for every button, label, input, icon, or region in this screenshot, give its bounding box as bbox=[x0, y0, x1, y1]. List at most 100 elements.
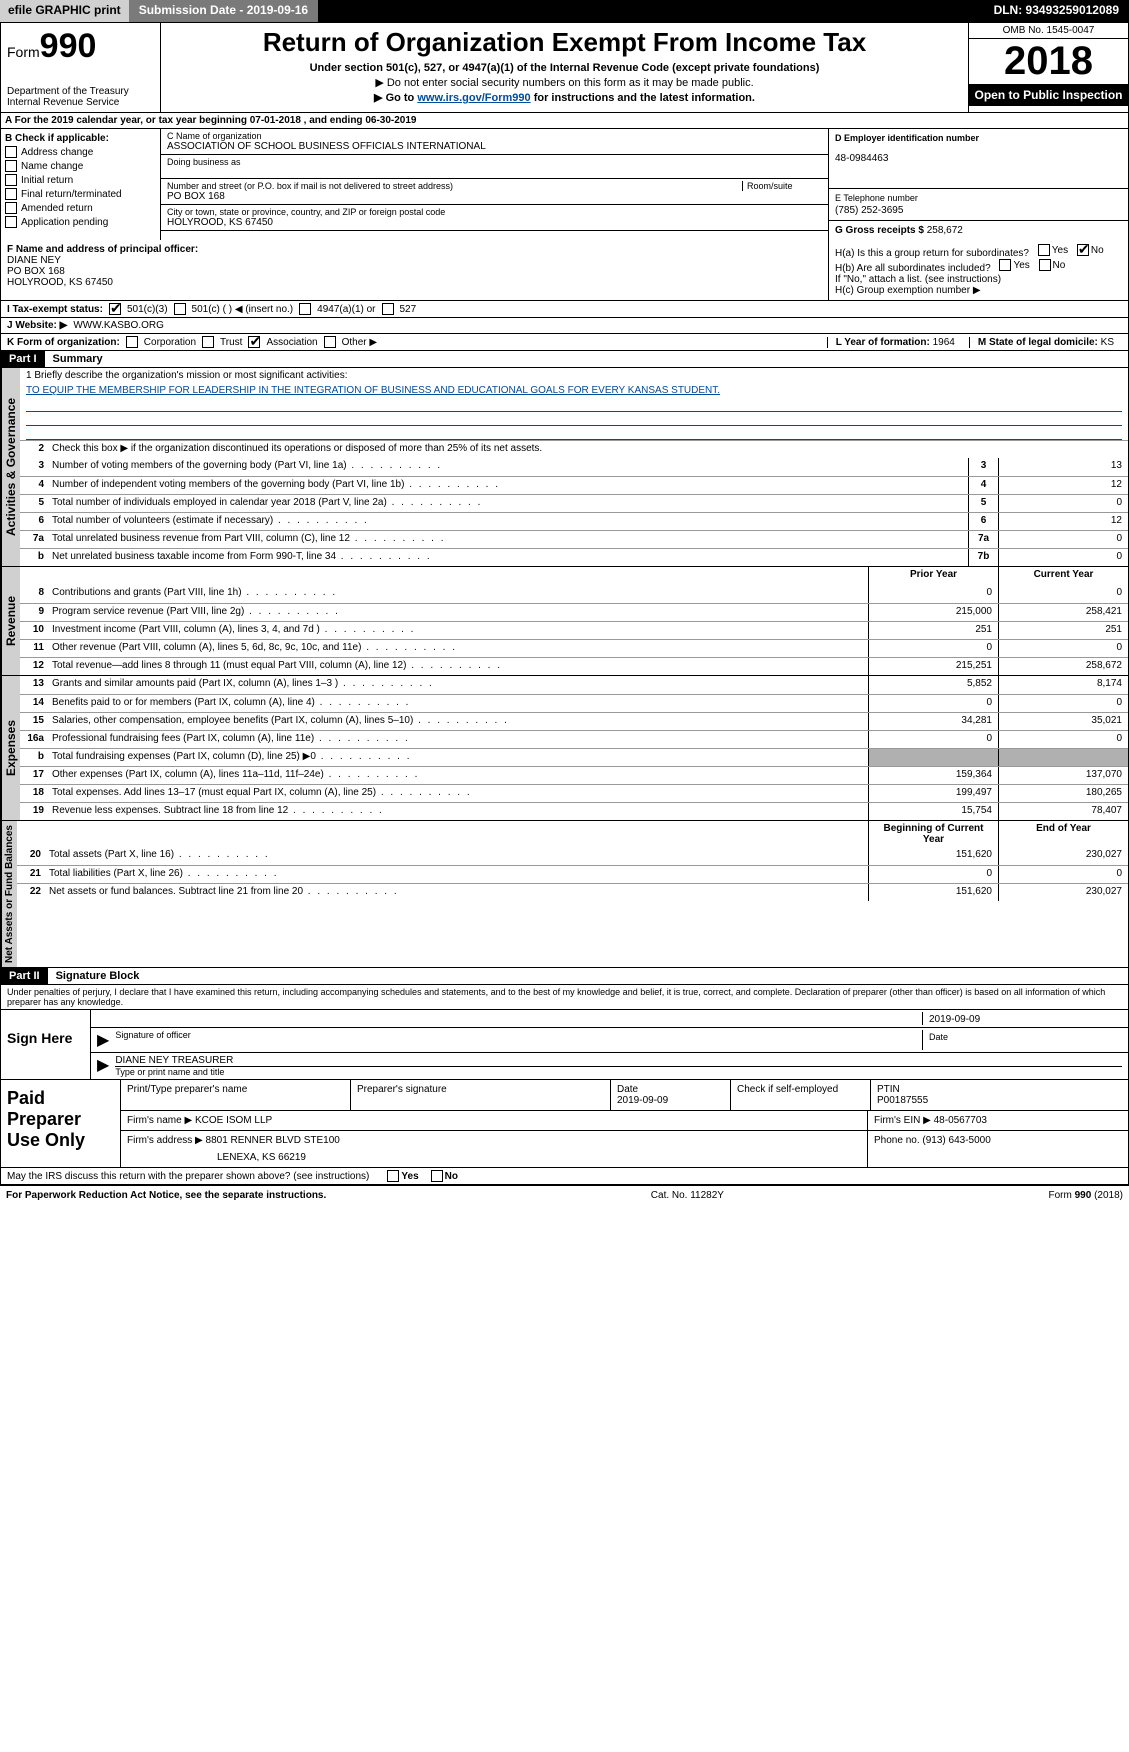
beg-year-hdr: Beginning of Current Year bbox=[868, 821, 998, 847]
checkbox-icon[interactable] bbox=[1039, 259, 1051, 271]
chk-initial: Initial return bbox=[5, 174, 156, 186]
table-row: 19 Revenue less expenses. Subtract line … bbox=[20, 802, 1128, 820]
sign-date-row: 2019-09-09 bbox=[91, 1010, 1128, 1028]
checkbox-icon[interactable] bbox=[5, 202, 17, 214]
table-row: 15 Salaries, other compensation, employe… bbox=[20, 712, 1128, 730]
subtitle-1: Under section 501(c), 527, or 4947(a)(1)… bbox=[167, 62, 962, 74]
sign-date: 2019-09-09 bbox=[922, 1012, 1122, 1025]
officer-name: DIANE NEY bbox=[7, 255, 822, 266]
main-block: B Check if applicable: Address change Na… bbox=[0, 129, 1129, 240]
form-title: Return of Organization Exempt From Incom… bbox=[167, 27, 962, 58]
form-prefix: Form bbox=[7, 44, 40, 60]
checkbox-icon[interactable] bbox=[5, 188, 17, 200]
line2-desc: Check this box ▶ if the organization dis… bbox=[48, 441, 1128, 458]
addr-val: PO BOX 168 bbox=[167, 191, 822, 202]
part1-title: Summary bbox=[45, 351, 111, 367]
footer-right: Form 990 (2018) bbox=[1049, 1190, 1123, 1201]
h-a: H(a) Is this a group return for subordin… bbox=[835, 244, 1122, 259]
table-row: 14 Benefits paid to or for members (Part… bbox=[20, 694, 1128, 712]
i-label: I Tax-exempt status: bbox=[7, 304, 103, 315]
revenue-label: Revenue bbox=[1, 567, 20, 675]
j-label: J Website: ▶ bbox=[7, 320, 67, 331]
room-label: Room/suite bbox=[742, 181, 822, 191]
top-bar: efile GRAPHIC print Submission Date - 20… bbox=[0, 0, 1129, 22]
addr-cell: Number and street (or P.O. box if mail i… bbox=[161, 179, 828, 205]
perjury-text: Under penalties of perjury, I declare th… bbox=[0, 985, 1129, 1010]
table-row: 22 Net assets or fund balances. Subtract… bbox=[17, 883, 1128, 901]
expenses-section: Expenses 13 Grants and similar amounts p… bbox=[0, 676, 1129, 821]
checkbox-icon[interactable] bbox=[248, 336, 260, 348]
f-h-block: F Name and address of principal officer:… bbox=[0, 240, 1129, 301]
checkbox-icon[interactable] bbox=[431, 1170, 443, 1182]
checkbox-icon[interactable] bbox=[5, 160, 17, 172]
paid-label: Paid Preparer Use Only bbox=[1, 1080, 121, 1167]
officer-city: HOLYROOD, KS 67450 bbox=[7, 277, 822, 288]
checkbox-icon[interactable] bbox=[202, 336, 214, 348]
checkbox-icon[interactable] bbox=[5, 216, 17, 228]
paid-row2: Firm's name ▶ KCOE ISOM LLP Firm's EIN ▶… bbox=[121, 1111, 1128, 1131]
checkbox-icon[interactable] bbox=[126, 336, 138, 348]
table-row: 13 Grants and similar amounts paid (Part… bbox=[20, 676, 1128, 694]
phone-val: (785) 252-3695 bbox=[835, 205, 1122, 216]
table-row: 8 Contributions and grants (Part VIII, l… bbox=[20, 585, 1128, 603]
row-i: I Tax-exempt status: 501(c)(3) 501(c) ( … bbox=[0, 301, 1129, 318]
netassets-label: Net Assets or Fund Balances bbox=[1, 821, 17, 967]
ptin: PTINP00187555 bbox=[871, 1080, 1128, 1110]
table-row: b Net unrelated business taxable income … bbox=[20, 548, 1128, 566]
table-row: 4 Number of independent voting members o… bbox=[20, 476, 1128, 494]
phone-cell: E Telephone number (785) 252-3695 bbox=[829, 189, 1128, 221]
governance-body: 1 Briefly describe the organization's mi… bbox=[20, 368, 1128, 566]
dln: DLN: 93493259012089 bbox=[984, 0, 1129, 22]
line-2: 2 Check this box ▶ if the organization d… bbox=[20, 440, 1128, 458]
underline bbox=[26, 412, 1122, 426]
checkbox-icon[interactable] bbox=[5, 174, 17, 186]
table-row: 21 Total liabilities (Part X, line 26) 0… bbox=[17, 865, 1128, 883]
checkbox-icon[interactable] bbox=[324, 336, 336, 348]
part2-title: Signature Block bbox=[48, 968, 148, 984]
form-header: Form990 Department of the Treasury Inter… bbox=[0, 22, 1129, 113]
ein-cell: D Employer identification number 48-0984… bbox=[829, 129, 1128, 189]
footer-left: For Paperwork Reduction Act Notice, see … bbox=[6, 1190, 326, 1201]
firm-addr: Firm's address ▶ 8801 RENNER BLVD STE100… bbox=[121, 1131, 868, 1167]
name-label: Type or print name and title bbox=[115, 1067, 1122, 1077]
arrow-icon: ▶ bbox=[97, 1030, 109, 1050]
checkbox-icon[interactable] bbox=[1038, 244, 1050, 256]
table-row: 7a Total unrelated business revenue from… bbox=[20, 530, 1128, 548]
col-headers-net: Beginning of Current Year End of Year bbox=[17, 821, 1128, 847]
checkbox-icon[interactable] bbox=[387, 1170, 399, 1182]
current-year-hdr: Current Year bbox=[998, 567, 1128, 585]
chk-address: Address change bbox=[5, 146, 156, 158]
m-val: KS bbox=[1101, 337, 1114, 348]
sign-name-row: ▶ DIANE NEY TREASURER Type or print name… bbox=[91, 1053, 1128, 1079]
checkbox-icon[interactable] bbox=[109, 303, 121, 315]
d-label: D Employer identification number bbox=[835, 133, 1122, 143]
arrow-icon: ▶ bbox=[97, 1055, 109, 1077]
irs-link[interactable]: www.irs.gov/Form990 bbox=[417, 92, 530, 104]
governance-label: Activities & Governance bbox=[1, 368, 20, 566]
signer-name: DIANE NEY TREASURER bbox=[115, 1055, 1122, 1067]
firm-ein: Firm's EIN ▶ 48-0567703 bbox=[868, 1111, 1128, 1130]
sub3b: for instructions and the latest informat… bbox=[531, 92, 755, 104]
prep-sig-lbl: Preparer's signature bbox=[351, 1080, 611, 1110]
checkbox-icon[interactable] bbox=[174, 303, 186, 315]
table-row: 17 Other expenses (Part IX, column (A), … bbox=[20, 766, 1128, 784]
addr-label: Number and street (or P.O. box if mail i… bbox=[167, 181, 742, 191]
b-header: B Check if applicable: bbox=[5, 133, 156, 144]
prep-name-lbl: Print/Type preparer's name bbox=[121, 1080, 351, 1110]
checkbox-icon[interactable] bbox=[1077, 244, 1089, 256]
header-middle: Return of Organization Exempt From Incom… bbox=[161, 23, 968, 112]
checkbox-icon[interactable] bbox=[382, 303, 394, 315]
checkbox-icon[interactable] bbox=[5, 146, 17, 158]
table-row: 18 Total expenses. Add lines 13–17 (must… bbox=[20, 784, 1128, 802]
checkbox-icon[interactable] bbox=[299, 303, 311, 315]
netassets-section: Net Assets or Fund Balances Beginning of… bbox=[0, 821, 1129, 968]
checkbox-icon[interactable] bbox=[999, 259, 1011, 271]
website: WWW.KASBO.ORG bbox=[73, 320, 164, 331]
m-label: M State of legal domicile: bbox=[978, 337, 1101, 348]
table-row: 3 Number of voting members of the govern… bbox=[20, 458, 1128, 476]
chk-final: Final return/terminated bbox=[5, 188, 156, 200]
part2-badge: Part II bbox=[1, 968, 48, 984]
dba-label: Doing business as bbox=[167, 157, 822, 167]
expenses-label: Expenses bbox=[1, 676, 20, 820]
open-to-public: Open to Public Inspection bbox=[969, 84, 1128, 106]
